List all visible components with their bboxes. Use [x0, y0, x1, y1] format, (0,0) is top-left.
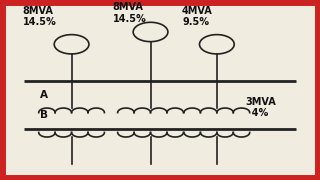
Text: B: B — [40, 110, 48, 120]
Text: 8MVA
14.5%: 8MVA 14.5% — [113, 2, 146, 24]
Text: 8MVA
14.5%: 8MVA 14.5% — [23, 6, 56, 27]
Text: 4MVA
9.5%: 4MVA 9.5% — [182, 6, 213, 27]
Text: A: A — [40, 90, 48, 100]
Text: 3MVA
  4%: 3MVA 4% — [245, 97, 276, 118]
